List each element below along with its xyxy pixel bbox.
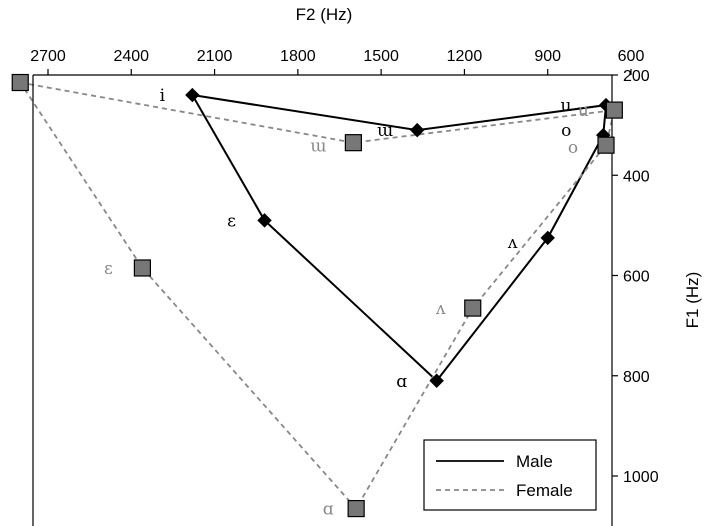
male-point-marker	[540, 230, 555, 246]
legend-label-male: Male	[516, 452, 553, 471]
female-point-marker	[347, 499, 365, 518]
male-vowel-label: i	[160, 86, 166, 106]
x-tick-label: 2700	[30, 48, 66, 65]
female-point-marker	[133, 259, 151, 277]
female-vowel-label: u	[578, 101, 589, 121]
x-tick-label: 1800	[280, 48, 316, 65]
vowel-labels: iɯuoʌɑɛiɯuoʌɑɛ	[104, 86, 589, 520]
y-tick-label: 800	[623, 369, 650, 386]
series-line-male	[191, 94, 608, 383]
male-vowel-label: o	[561, 121, 571, 141]
female-point-marker	[605, 101, 623, 119]
male-point-marker	[257, 213, 272, 228]
female-vowel-label: ɛ	[104, 259, 113, 279]
female-point-marker	[11, 73, 29, 92]
x-tick-label: 2100	[197, 48, 233, 65]
x-tick-label: 600	[618, 48, 645, 65]
legend-label-female: Female	[516, 481, 573, 500]
axes: 2700 2400 2100 1800 1500 1200 900 600 200 400 600 8…	[30, 5, 702, 526]
female-vowel-label: o	[568, 138, 578, 158]
female-vowel-label: ɯ	[310, 137, 326, 157]
male-vowel-label: u	[561, 96, 572, 116]
x-tick-label: 900	[534, 48, 561, 65]
female-point-marker	[597, 136, 615, 154]
y-tick-label: 200	[623, 68, 650, 85]
x-tick-label: 1500	[363, 48, 399, 65]
series-lines	[19, 81, 616, 511]
male-point-marker	[410, 122, 425, 138]
male-vowel-label: ɯ	[377, 121, 393, 141]
y-tick-label: 600	[623, 269, 650, 286]
female-point-marker	[344, 134, 362, 152]
y-tick-label: 400	[623, 168, 650, 185]
x-axis-title: F2 (Hz)	[296, 5, 353, 24]
legend-box	[423, 439, 597, 511]
male-point-marker	[429, 373, 444, 388]
female-point-marker	[464, 299, 482, 317]
legend: Male Female	[423, 439, 597, 511]
male-vowel-label: ɑ	[396, 372, 407, 392]
series-markers	[11, 73, 623, 518]
x-tick-label: 2400	[113, 48, 149, 65]
x-tick-label: 1200	[447, 48, 483, 65]
male-vowel-label: ʌ	[507, 233, 518, 253]
male-vowel-label: ɛ	[227, 211, 236, 231]
female-vowel-label: ʌ	[435, 299, 446, 319]
male-point-marker	[185, 87, 200, 103]
female-vowel-label: ɑ	[323, 500, 334, 520]
y-tick-label: 1000	[623, 469, 659, 486]
y-axis-title: F1 (Hz)	[683, 272, 702, 329]
series-line-female	[19, 81, 616, 511]
